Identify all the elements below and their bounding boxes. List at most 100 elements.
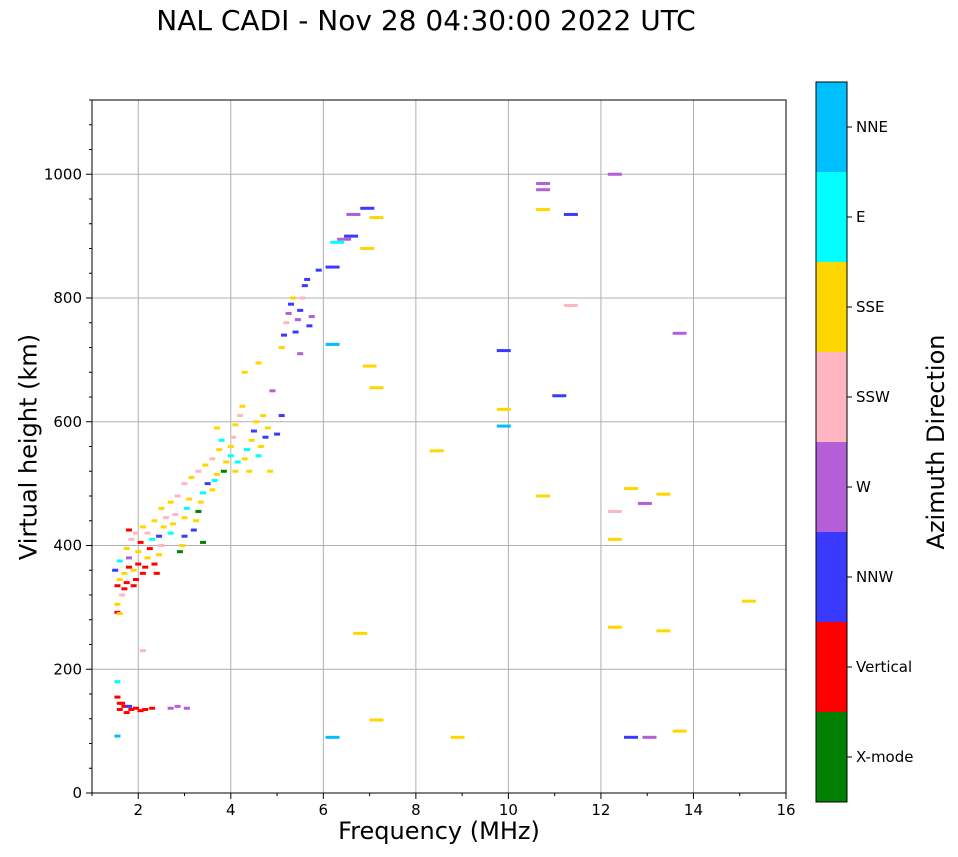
data-point xyxy=(174,704,181,708)
data-point xyxy=(195,509,202,513)
colorbar-segment xyxy=(816,82,847,172)
data-point xyxy=(121,704,128,708)
data-point xyxy=(642,735,657,739)
data-point xyxy=(220,469,227,473)
data-point xyxy=(123,711,130,715)
data-point xyxy=(135,550,142,554)
data-point xyxy=(116,578,123,582)
data-point xyxy=(132,531,139,535)
data-point xyxy=(153,571,160,575)
data-point xyxy=(223,460,230,464)
data-point xyxy=(274,432,281,436)
data-point xyxy=(656,492,671,496)
data-point xyxy=(246,469,253,473)
data-point xyxy=(248,438,255,442)
data-point xyxy=(163,516,170,520)
data-point xyxy=(144,531,151,535)
data-point xyxy=(285,311,292,315)
data-point xyxy=(213,426,220,430)
data-point xyxy=(255,454,262,458)
data-point xyxy=(188,475,195,479)
data-point xyxy=(232,469,239,473)
data-point xyxy=(128,707,135,711)
data-point xyxy=(607,509,622,513)
data-point xyxy=(128,537,135,541)
data-point xyxy=(362,364,377,368)
colorbar-label: Azimuth Direction xyxy=(922,334,950,550)
data-point xyxy=(325,342,340,346)
data-point xyxy=(253,420,260,424)
y-tick-label: 0 xyxy=(72,784,82,802)
data-point xyxy=(209,457,216,461)
data-point xyxy=(672,729,687,733)
data-point xyxy=(624,487,639,491)
data-point xyxy=(135,562,142,566)
gridlines xyxy=(92,100,786,793)
data-point xyxy=(304,277,311,281)
y-tick-label: 200 xyxy=(53,660,82,678)
y-tick-label: 600 xyxy=(53,413,82,431)
colorbar-tick-label: SSW xyxy=(856,388,890,406)
colorbar-segment xyxy=(816,262,847,352)
data-point xyxy=(308,315,315,319)
data-point xyxy=(299,296,306,300)
data-point xyxy=(656,629,671,633)
data-point xyxy=(241,370,248,374)
data-point xyxy=(337,237,352,241)
data-point xyxy=(607,172,622,176)
data-point xyxy=(151,562,158,566)
y-axis-label: Virtual height (km) xyxy=(14,333,43,561)
data-point xyxy=(369,718,384,722)
data-point xyxy=(149,537,156,541)
data-point xyxy=(536,188,551,192)
data-point xyxy=(227,445,234,448)
data-point xyxy=(536,208,551,212)
data-point xyxy=(149,706,156,710)
data-point xyxy=(146,547,153,551)
data-point xyxy=(204,482,211,486)
data-marks xyxy=(112,172,756,739)
data-point xyxy=(213,472,220,476)
x-tick-label: 6 xyxy=(319,801,329,819)
data-point xyxy=(243,448,250,452)
data-point xyxy=(360,247,375,250)
data-point xyxy=(346,212,361,216)
data-point xyxy=(227,454,234,458)
data-point xyxy=(179,544,186,547)
colorbar-segment xyxy=(816,712,847,802)
data-point xyxy=(230,435,237,439)
data-point xyxy=(181,534,188,538)
data-point xyxy=(126,556,133,560)
chart-title: NAL CADI - Nov 28 04:30:00 2022 UTC xyxy=(156,4,696,37)
x-tick-label: 14 xyxy=(684,801,703,819)
data-point xyxy=(193,519,200,523)
data-point xyxy=(156,534,163,538)
data-point xyxy=(126,565,133,569)
data-point xyxy=(563,212,578,216)
data-point xyxy=(139,649,146,653)
data-point xyxy=(315,268,322,272)
data-point xyxy=(239,404,246,408)
data-point xyxy=(536,182,551,186)
data-point xyxy=(181,482,188,486)
data-point xyxy=(137,709,144,713)
data-point xyxy=(218,438,225,442)
data-point xyxy=(269,389,276,393)
data-point xyxy=(167,531,174,535)
data-point xyxy=(209,488,216,492)
colorbar-segment xyxy=(816,352,847,442)
data-point xyxy=(297,352,304,356)
colorbar-segment xyxy=(816,442,847,532)
data-point xyxy=(119,701,126,705)
data-point xyxy=(137,540,144,544)
data-point xyxy=(278,414,285,418)
data-point xyxy=(200,491,207,495)
colorbar-tick-label: NNW xyxy=(856,568,893,586)
data-point xyxy=(181,516,188,520)
y-tick-label: 1000 xyxy=(44,165,82,183)
data-point xyxy=(160,525,167,529)
x-axis-label: Frequency (MHz) xyxy=(338,817,540,845)
data-point xyxy=(114,734,121,738)
data-point xyxy=(360,206,375,210)
